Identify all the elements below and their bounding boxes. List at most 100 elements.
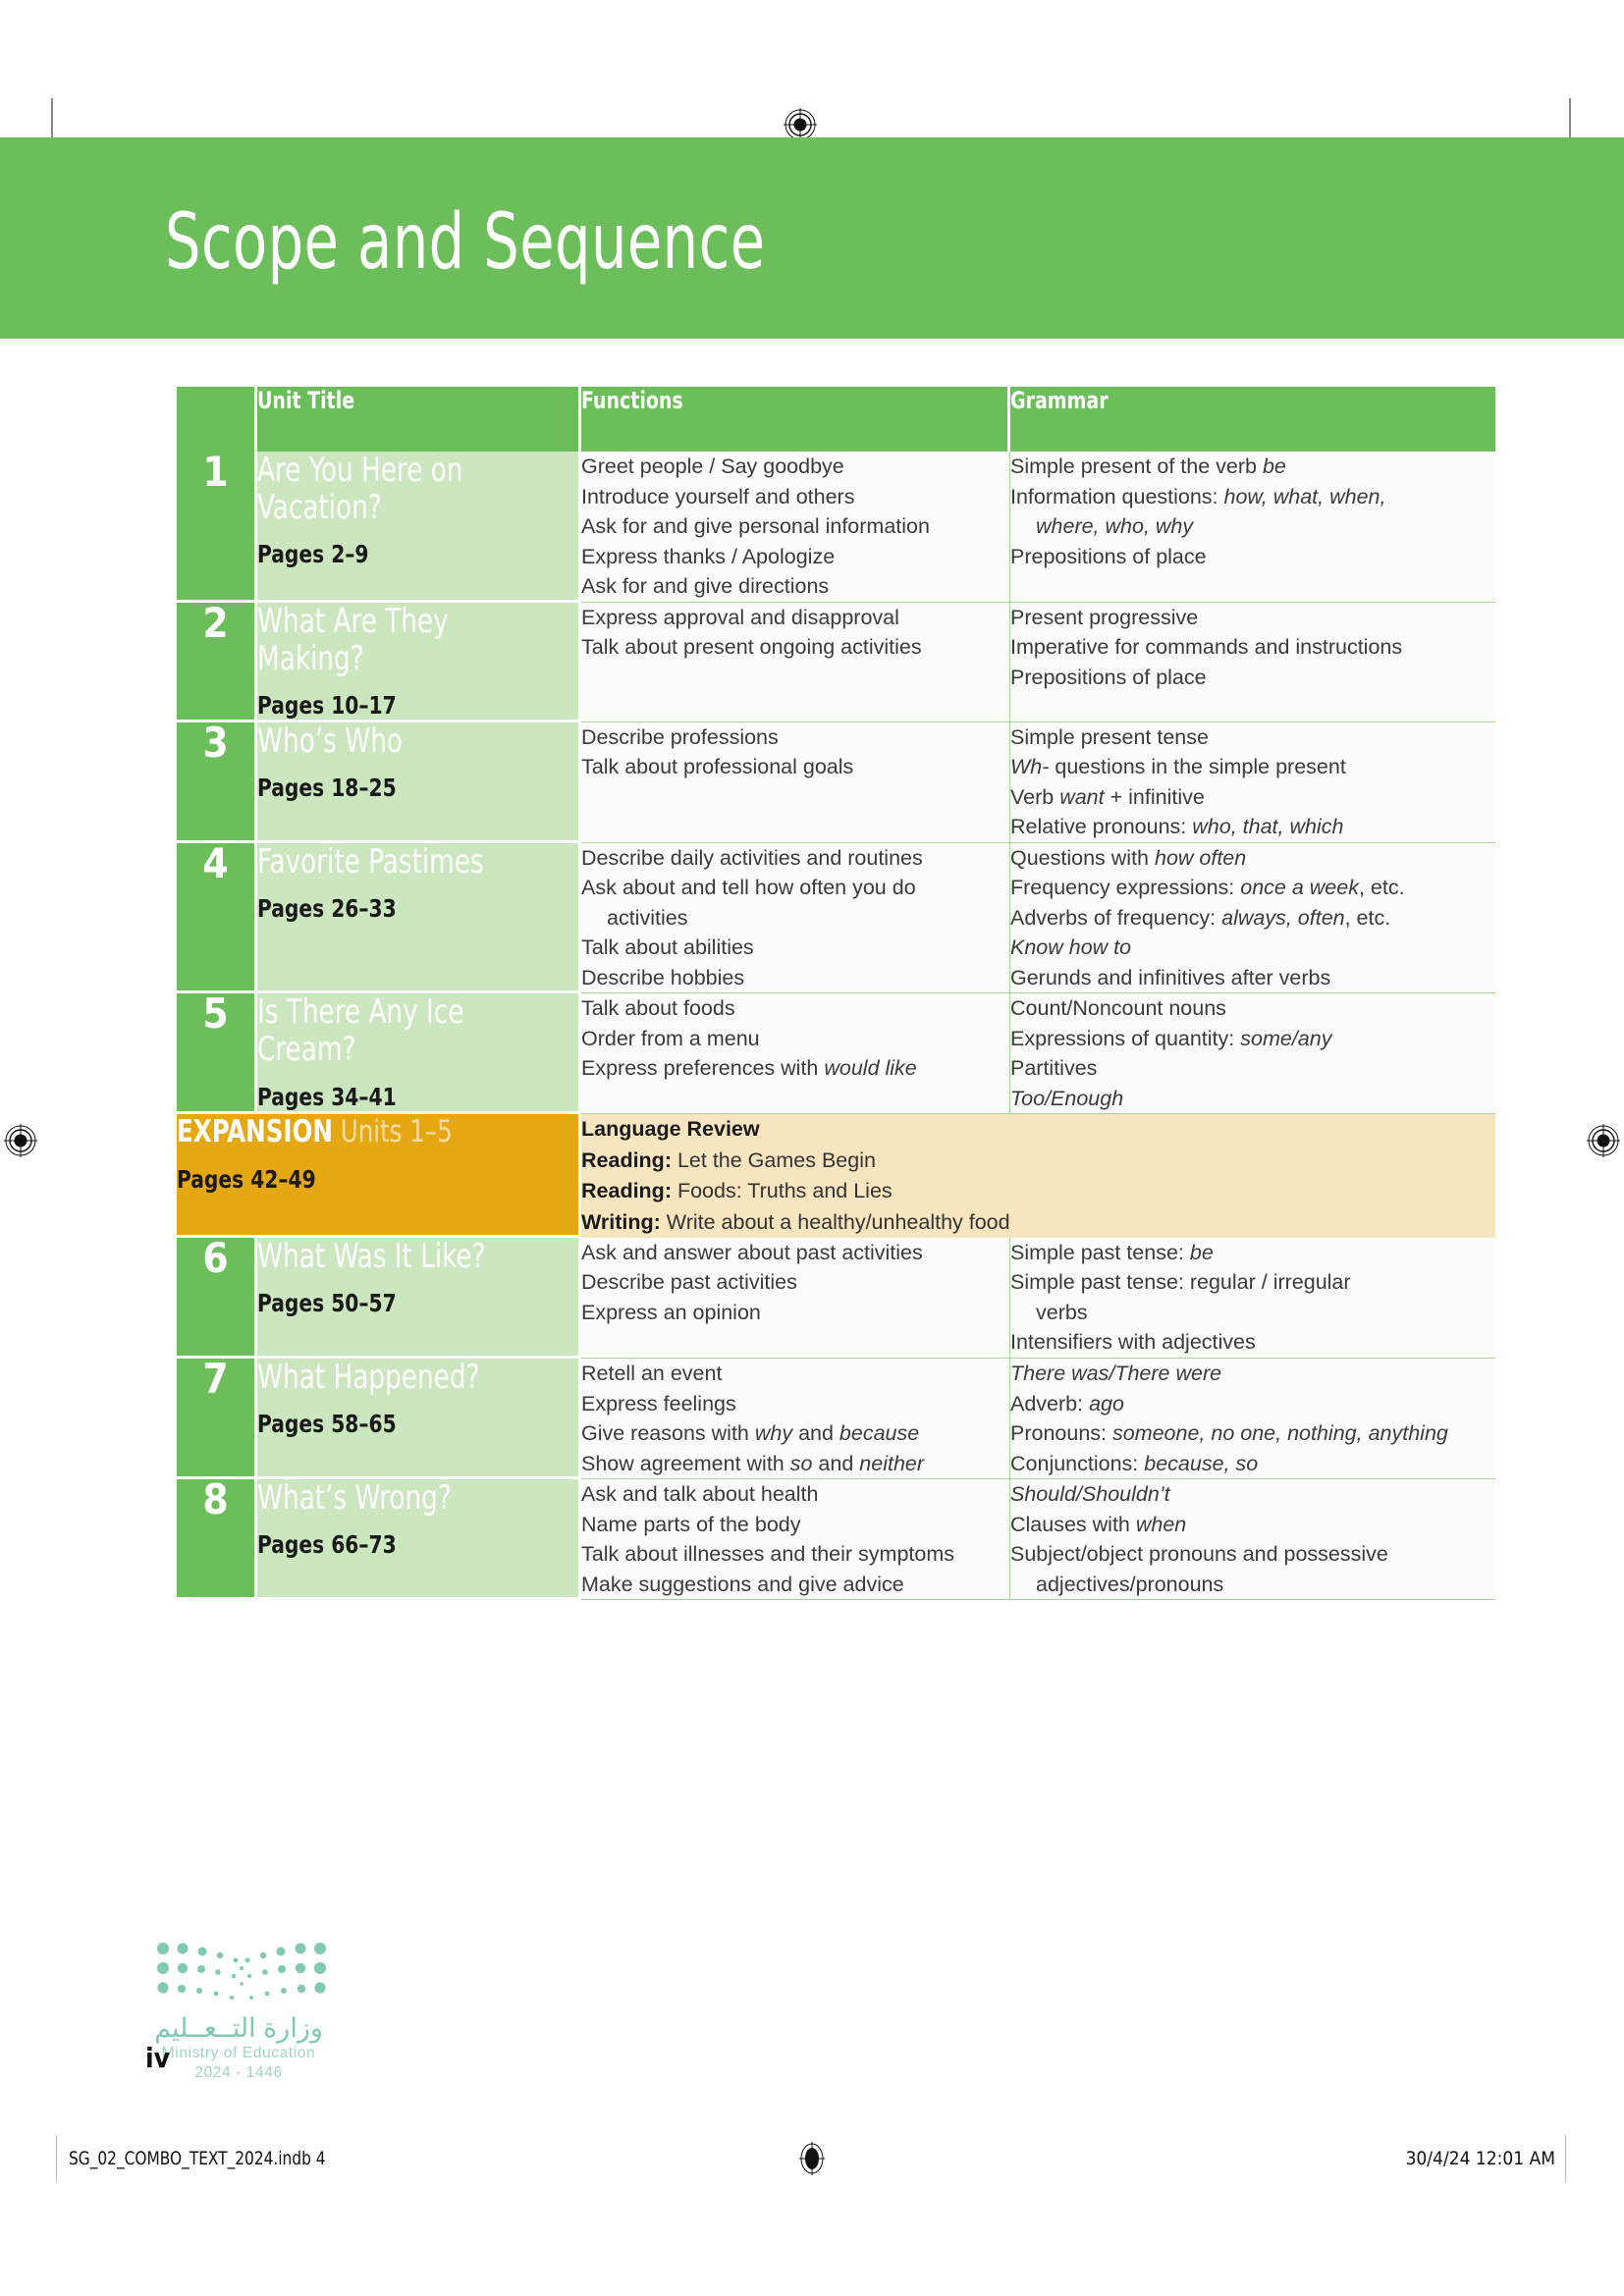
grammar-line: Gerunds and infinitives after verbs [1010,965,1331,989]
function-line: Show agreement with so and neither [581,1451,925,1475]
expansion-line: Writing: Write about a healthy/unhealthy… [581,1209,1010,1234]
function-line: Express thanks / Apologize [581,544,836,568]
unit-title: What’s Wrong? [257,1478,452,1519]
unit-pages: Pages 10–17 [257,690,397,720]
grammar-line: Frequency expressions: once a week, etc. [1010,876,1405,900]
function-line: Name parts of the body [581,1512,801,1536]
unit-grammar-cell: There was/There were Adverb: ago Pronouns:… [1010,1359,1495,1480]
grammar-line: There was/There were [1010,1362,1222,1385]
function-line: Ask for and give directions [581,574,830,599]
function-line: Talk about present ongoing activities [581,635,922,660]
function-line: Make suggestions and give advice [581,1572,904,1596]
function-line: Describe daily activities and routines [581,845,923,870]
grammar-line: Know how to [1010,935,1132,960]
column-header-functions: Functions [581,387,1010,452]
grammar-line: Count/Noncount nouns [1010,996,1226,1021]
grammar-line: Simple present tense [1010,724,1209,749]
ministry-logo-dots-icon [157,1943,326,2000]
expansion-label-cell: EXPANSION Units 1–5 Pages 42–49 [177,1114,581,1238]
table-row: 4 Favorite Pastimes Pages 26–33 Describe da… [177,842,1495,994]
footer-timestamp: 30/4/24 12:01 AM [1405,2148,1555,2169]
unit-title-cell: What Are They Making? Pages 10–17 [257,602,581,722]
column-header-unit-title-label: Unit Title [257,387,355,414]
function-line: Ask and answer about past activities [581,1240,923,1264]
unit-title-cell: What’s Wrong? Pages 66–73 [257,1478,581,1601]
unit-pages: Pages 26–33 [257,893,397,923]
column-header-grammar-label: Grammar [1010,387,1109,414]
unit-title: Is There Any Ice Cream? [257,992,464,1070]
unit-pages: Pages 18–25 [257,773,397,802]
page-title: Scope and Sequence [165,198,766,287]
unit-title-cell: Who’s Who Pages 18–25 [257,722,581,843]
grammar-line: Information questions: how, what, when, [1010,484,1386,508]
unit-title-cell: Favorite Pastimes Pages 26–33 [257,843,581,994]
table-header: Unit Title Functions Grammar [177,387,1495,452]
function-line: Express feelings [581,1391,736,1415]
grammar-line: Questions with how often [1010,845,1247,870]
function-line: Describe professions [581,724,779,749]
grammar-line: Simple past tense: regular / irregular [1010,1270,1351,1295]
grammar-line: Adverb: ago [1010,1391,1124,1415]
expansion-line: Reading: Foods: Truths and Lies [581,1179,893,1203]
unit-title-cell: Is There Any Ice Cream? Pages 34–41 [257,992,581,1115]
expansion-content-cell: Language Review Reading: Let the Games Be… [581,1114,1495,1238]
function-line: Talk about professional goals [581,755,854,779]
function-line: Describe hobbies [581,965,745,989]
grammar-line: adjectives/pronouns [1036,1572,1224,1596]
table-row: 2 What Are They Making? Pages 10–17 Express… [177,602,1495,722]
footer-file-name: SG_02_COMBO_TEXT_2024.indb 4 [69,2148,326,2169]
table-row: 3 Who’s Who Pages 18–25 Describe profession… [177,721,1495,843]
function-line: Express an opinion [581,1300,761,1324]
unit-title-cell: What Was It Like? Pages 50–57 [257,1238,581,1359]
unit-pages: Pages 66–73 [257,1530,397,1560]
function-line: Talk about illnesses and their symptoms [581,1542,955,1567]
table-header-row: Unit Title Functions Grammar [177,387,1495,452]
function-line: Talk about foods [581,996,735,1021]
unit-functions-cell: Greet people / Say goodbye Introduce your… [581,452,1010,603]
table-row: 7 What Happened? Pages 58–65 Retell an even… [177,1358,1495,1480]
function-line: Order from a menu [581,1026,760,1050]
unit-pages: Pages 58–65 [257,1410,397,1439]
registration-mark-right [1587,1124,1620,1157]
unit-title: Who’s Who [257,721,403,761]
ministry-logo-years: 2024 - 1446 [194,2064,283,2081]
unit-number: 7 [177,1358,257,1480]
unit-grammar-cell: Simple past tense: be Simple past tense: … [1010,1237,1495,1359]
function-line: Express preferences with would like [581,1056,917,1081]
title-band [0,137,1624,339]
grammar-line: verbs [1036,1300,1088,1324]
unit-number: 5 [177,993,257,1115]
unit-grammar-cell: Count/Noncount nouns Expressions of quant… [1010,993,1495,1115]
column-header-functions-label: Functions [581,387,683,414]
column-header-grammar: Grammar [1010,387,1495,452]
grammar-line: Prepositions of place [1010,665,1207,689]
grammar-line: Partitives [1010,1056,1098,1081]
grammar-line: Adverbs of frequency: always, often, etc… [1010,905,1391,930]
grammar-line: Conjunctions: because, so [1010,1451,1259,1475]
unit-functions-cell: Express approval and disapproval Talk abo… [581,602,1010,722]
unit-pages: Pages 34–41 [257,1082,397,1111]
function-line: Talk about abilities [581,935,754,960]
function-line: Introduce yourself and others [581,484,855,508]
function-line: Greet people / Say goodbye [581,454,844,478]
unit-number: 6 [177,1237,257,1359]
grammar-line: Should/Shouldn’t [1010,1482,1170,1507]
grammar-line: Too/Enough [1010,1086,1124,1110]
grammar-line: where, who, why [1036,514,1194,539]
grammar-line: Subject/object pronouns and possessive [1010,1542,1388,1567]
crop-mark-top-right-vertical [1569,98,1571,159]
ministry-logo-english-text: Ministry of Education [161,2045,316,2061]
table-row: 1 Are You Here on Vacation? Pages 2–9 Greet… [177,452,1495,603]
registration-mark-bottom [799,2142,825,2175]
function-line: Describe past activities [581,1270,797,1295]
grammar-line: Present progressive [1010,605,1199,629]
grammar-line: Simple past tense: be [1010,1240,1214,1264]
unit-number: 8 [177,1479,257,1601]
function-line: Ask for and give personal information [581,514,930,539]
expansion-label: EXPANSION Units 1–5 [177,1114,453,1150]
unit-number: 2 [177,602,257,722]
unit-number: 4 [177,842,257,994]
function-line: Retell an event [581,1362,723,1385]
unit-title: Favorite Pastimes [257,841,484,881]
unit-title-cell: What Happened? Pages 58–65 [257,1359,581,1480]
